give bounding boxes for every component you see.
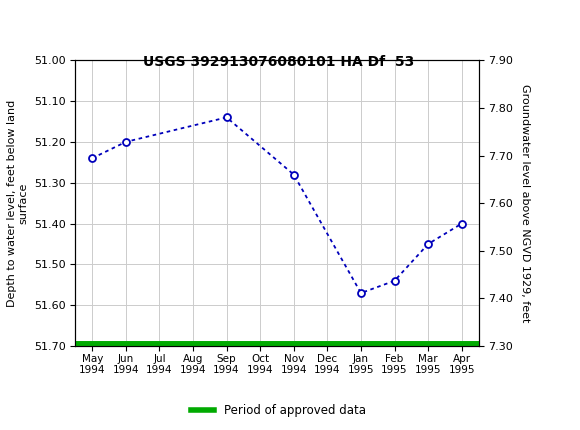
Y-axis label: Depth to water level, feet below land
surface: Depth to water level, feet below land su… [7,100,28,307]
Legend: Period of approved data: Period of approved data [186,399,371,422]
Y-axis label: Groundwater level above NGVD 1929, feet: Groundwater level above NGVD 1929, feet [520,84,530,322]
Bar [3,3,78,42]
Text: USGS 392913076080101 HA Df  53: USGS 392913076080101 HA Df 53 [143,55,414,69]
Text: ▣ USGS: ▣ USGS [6,15,72,30]
